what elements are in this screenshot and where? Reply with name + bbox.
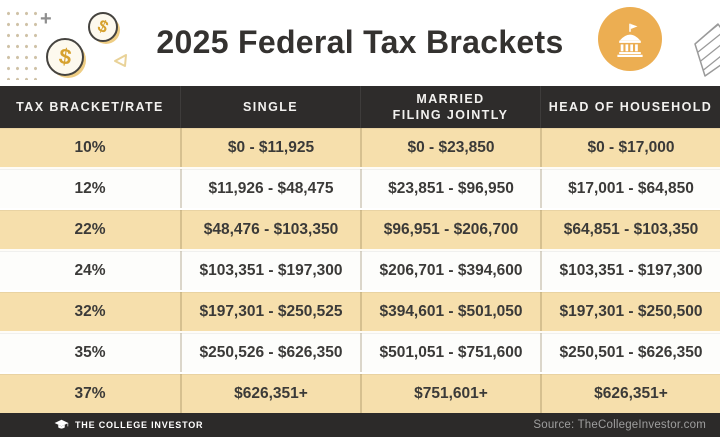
single-cell: $103,351 - $197,300: [180, 251, 360, 290]
head-cell: $197,301 - $250,500: [540, 292, 720, 331]
dollar-coin-icon: $: [88, 12, 118, 42]
single-cell: $197,301 - $250,525: [180, 292, 360, 331]
brand-name: THE COLLEGE INVESTOR: [75, 420, 204, 430]
tax-brackets-table: TAX BRACKET/RATE SINGLE MARRIED FILING J…: [0, 86, 720, 413]
head-cell: $0 - $17,000: [540, 128, 720, 167]
graduation-cap-icon: [54, 419, 69, 429]
column-header-rate: TAX BRACKET/RATE: [16, 99, 164, 114]
head-cell: $64,851 - $103,350: [540, 210, 720, 249]
table-row: 12% $11,926 - $48,475 $23,851 - $96,950 …: [0, 169, 720, 210]
header: + $ $ 2025 Federal Tax Brackets: [0, 0, 720, 86]
rate-cell: 22%: [74, 220, 106, 238]
married-cell: $0 - $23,850: [360, 128, 540, 167]
brand-logo: THE COLLEGE INVESTOR: [54, 419, 203, 431]
head-cell: $17,001 - $64,850: [540, 169, 720, 208]
rate-cell: 35%: [74, 343, 106, 361]
table-body: 10% $0 - $11,925 $0 - $23,850 $0 - $17,0…: [0, 128, 720, 413]
source-attribution: Source: TheCollegeInvestor.com: [533, 419, 706, 431]
rate-cell: 10%: [74, 138, 106, 156]
table-row: 32% $197,301 - $250,525 $394,601 - $501,…: [0, 292, 720, 333]
head-cell: $103,351 - $197,300: [540, 251, 720, 290]
single-cell: $11,926 - $48,475: [180, 169, 360, 208]
footer-bar: THE COLLEGE INVESTOR Source: TheCollegeI…: [0, 413, 720, 437]
single-cell: $250,526 - $626,350: [180, 333, 360, 372]
rate-cell: 32%: [74, 302, 106, 320]
table-row: 22% $48,476 - $103,350 $96,951 - $206,70…: [0, 210, 720, 251]
rate-cell: 24%: [74, 261, 106, 279]
married-cell: $206,701 - $394,600: [360, 251, 540, 290]
dots-pattern-decoration: [4, 8, 42, 80]
column-header-single: SINGLE: [180, 86, 360, 128]
single-cell: $626,351+: [180, 374, 360, 413]
rate-cell: 12%: [74, 179, 106, 197]
single-cell: $48,476 - $103,350: [180, 210, 360, 249]
page-title: 2025 Federal Tax Brackets: [156, 24, 564, 60]
triangle-icon: [112, 52, 129, 74]
table-row: 24% $103,351 - $197,300 $206,701 - $394,…: [0, 251, 720, 292]
capitol-icon: [617, 23, 643, 57]
capitol-badge: [598, 7, 662, 71]
table-row: 37% $626,351+ $751,601+ $626,351+: [0, 374, 720, 413]
rate-cell: 37%: [74, 384, 106, 402]
table-row: 10% $0 - $11,925 $0 - $23,850 $0 - $17,0…: [0, 128, 720, 169]
dollar-coin-icon: $: [46, 38, 84, 76]
head-cell: $626,351+: [540, 374, 720, 413]
striped-ribbon-icon: [694, 22, 720, 83]
table-header-row: TAX BRACKET/RATE SINGLE MARRIED FILING J…: [0, 86, 720, 128]
married-cell: $394,601 - $501,050: [360, 292, 540, 331]
column-header-head-of-household: HEAD OF HOUSEHOLD: [540, 86, 720, 128]
married-cell: $751,601+: [360, 374, 540, 413]
single-cell: $0 - $11,925: [180, 128, 360, 167]
married-cell: $23,851 - $96,950: [360, 169, 540, 208]
plus-icon: +: [40, 8, 52, 30]
head-cell: $250,501 - $626,350: [540, 333, 720, 372]
table-row: 35% $250,526 - $626,350 $501,051 - $751,…: [0, 333, 720, 374]
married-cell: $501,051 - $751,600: [360, 333, 540, 372]
married-cell: $96,951 - $206,700: [360, 210, 540, 249]
column-header-married: MARRIED FILING JOINTLY: [360, 86, 540, 128]
